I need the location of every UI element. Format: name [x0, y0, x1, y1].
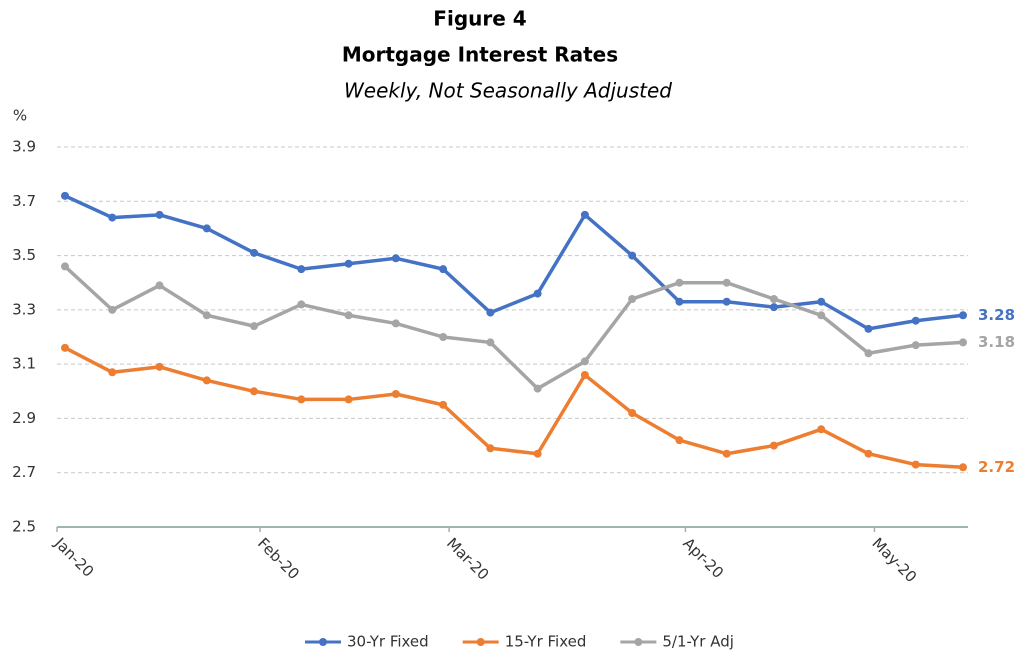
series-line [63, 265, 964, 391]
data-point [628, 251, 637, 260]
data-point [486, 338, 495, 347]
data-point [959, 463, 967, 472]
data-point [959, 311, 967, 320]
y-tick-label: 2.7 [12, 463, 36, 481]
x-tick-label: Jan-20 [50, 534, 97, 581]
data-point [108, 213, 117, 222]
x-tick-label: May-20 [868, 534, 920, 586]
y-tick-label: 3.7 [12, 192, 36, 210]
data-point [344, 311, 353, 320]
legend-label: 30-Yr Fixed [347, 633, 429, 651]
chart-title: Figure 4 [433, 7, 526, 31]
data-point [344, 259, 353, 268]
data-point [580, 210, 589, 219]
data-point [628, 409, 637, 417]
data-point [675, 297, 684, 306]
data-point [911, 316, 920, 325]
data-point [864, 324, 873, 333]
legend-label: 5/1-Yr Adj [662, 633, 734, 651]
data-point [297, 395, 306, 404]
data-point [250, 387, 259, 396]
data-point [297, 265, 306, 274]
data-point [817, 425, 826, 434]
y-tick-label: 2.5 [12, 518, 36, 536]
data-point [344, 395, 353, 404]
data-point [61, 191, 69, 200]
legend-marker [634, 638, 643, 646]
legend-marker [319, 638, 327, 646]
data-point [439, 333, 448, 341]
data-point [391, 390, 400, 398]
data-point [533, 384, 542, 393]
data-point [817, 297, 826, 306]
series-line [64, 346, 964, 470]
chart-subtitle: Mortgage Interest Rates [342, 43, 618, 67]
series-line [64, 194, 964, 331]
data-point [391, 254, 400, 263]
data-label: 2.72 [978, 458, 1015, 476]
data-point [769, 303, 778, 312]
data-point [297, 300, 306, 309]
data-point [533, 449, 542, 458]
data-point [61, 343, 69, 352]
data-point [155, 362, 164, 371]
data-point [486, 308, 495, 317]
data-point [61, 262, 69, 271]
data-point [722, 449, 731, 458]
data-point [675, 278, 684, 287]
data-point [486, 444, 495, 453]
data-point [864, 449, 873, 458]
data-point [108, 305, 117, 314]
data-point [864, 349, 873, 358]
data-point [250, 322, 259, 331]
data-point [202, 311, 211, 320]
legend-label: 15-Yr Fixed [505, 633, 587, 651]
data-point [722, 278, 731, 287]
x-tick-label: Mar-20 [443, 534, 492, 583]
data-point [817, 311, 826, 320]
y-tick-label: 3.1 [12, 355, 36, 373]
data-point [533, 289, 542, 298]
data-label: 3.28 [978, 306, 1015, 324]
data-point [250, 248, 259, 257]
legend-marker [476, 638, 485, 646]
data-point [391, 319, 400, 328]
data-point [911, 460, 920, 469]
chart-note: Weekly, Not Seasonally Adjusted [344, 79, 672, 103]
data-point [155, 281, 164, 290]
data-point [769, 295, 778, 303]
x-tick-label: Apr-20 [679, 534, 727, 582]
y-tick-label: 3.3 [12, 300, 36, 318]
y-tick-label: 3.9 [12, 138, 36, 156]
data-point [722, 297, 731, 306]
data-point [108, 368, 117, 377]
data-point [580, 357, 589, 366]
data-point [959, 338, 967, 347]
data-point [628, 295, 637, 303]
data-point [911, 341, 920, 350]
data-point [439, 265, 448, 274]
data-point [439, 400, 448, 409]
data-point [202, 376, 211, 385]
data-point [202, 224, 211, 233]
data-point [769, 441, 778, 450]
data-point [675, 436, 684, 445]
y-tick-label: 2.9 [12, 409, 36, 427]
data-label: 3.18 [978, 333, 1015, 351]
x-tick-label: Feb-20 [254, 534, 303, 583]
y-tick-label: 3.5 [12, 246, 36, 264]
data-point [155, 210, 164, 219]
y-axis-label: % [13, 107, 27, 125]
data-point [580, 371, 589, 379]
